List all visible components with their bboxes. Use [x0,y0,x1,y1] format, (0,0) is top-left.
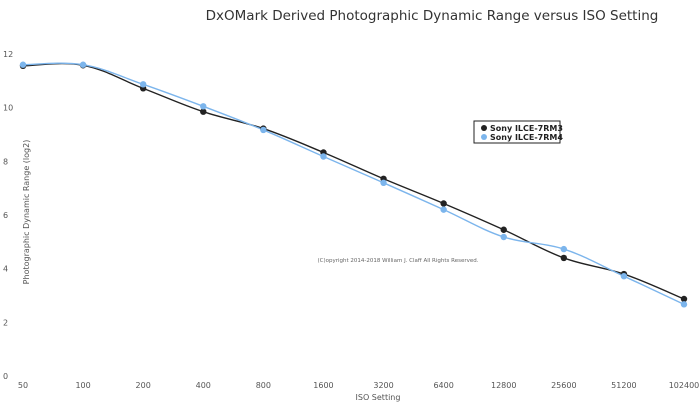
y-axis-label: Photographic Dynamic Range (log2) [22,140,31,285]
legend: Sony ILCE-7RM3 Sony ILCE-7RM4 [473,120,563,144]
series-2-point [139,81,147,88]
y-tick-label: 12 [3,50,13,59]
series-2-point [200,103,207,110]
series-2-point [19,61,27,68]
x-tick-label: 25600 [551,381,576,390]
series-2-point [79,61,87,68]
legend-label-series-2: Sony ILCE-7RM4 [490,133,563,142]
y-tick-label: 4 [3,265,8,274]
x-tick-label: 200 [136,381,151,390]
y-tick-label: 0 [3,372,8,381]
x-tick-label: 12800 [491,381,516,390]
x-tick-label: 800 [256,381,271,390]
series-1-point [200,108,207,115]
x-tick-label: 1600 [313,381,333,390]
y-axis-ticks: 0 2 4 6 8 10 12 [3,50,13,381]
legend-marker-series-2 [481,134,487,140]
legend-marker-series-1 [481,125,487,131]
series-2-point [320,153,327,160]
x-axis-label: ISO Setting [356,393,401,402]
legend-label-series-1: Sony ILCE-7RM3 [490,124,563,133]
series-2-point [380,179,387,186]
series-1-point [500,226,507,233]
x-axis-ticks: 50 100 200 400 800 1600 3200 6400 12800 25600 5120… [18,381,699,390]
series-line-2 [22,62,685,305]
x-tick-label: 100 [75,381,90,390]
y-tick-label: 10 [3,104,13,113]
series-1-point [560,254,568,262]
x-tick-label: 6400 [433,381,453,390]
series-1-point [440,200,447,207]
series-2-point [560,245,568,253]
x-tick-label: 3200 [373,381,393,390]
series-group [19,61,688,308]
legend-box [473,120,561,144]
x-tick-label: 50 [18,381,28,390]
x-tick-label: 51200 [611,381,636,390]
y-tick-label: 6 [3,211,8,220]
series-2-point [620,272,628,280]
series-2-point [260,126,267,134]
x-tick-label: 102400 [669,381,700,390]
copyright-annotation: (C)opyright 2014-2018 William J. Claff A… [318,258,479,264]
x-tick-label: 400 [196,381,211,390]
y-tick-label: 8 [3,157,8,166]
series-1-point [680,295,688,303]
series-2-point [500,233,507,241]
series-2-point [440,206,447,213]
chart-title: DxOMark Derived Photographic Dynamic Ran… [206,8,659,24]
y-tick-label: 2 [3,318,8,327]
series-2-point [680,301,688,308]
